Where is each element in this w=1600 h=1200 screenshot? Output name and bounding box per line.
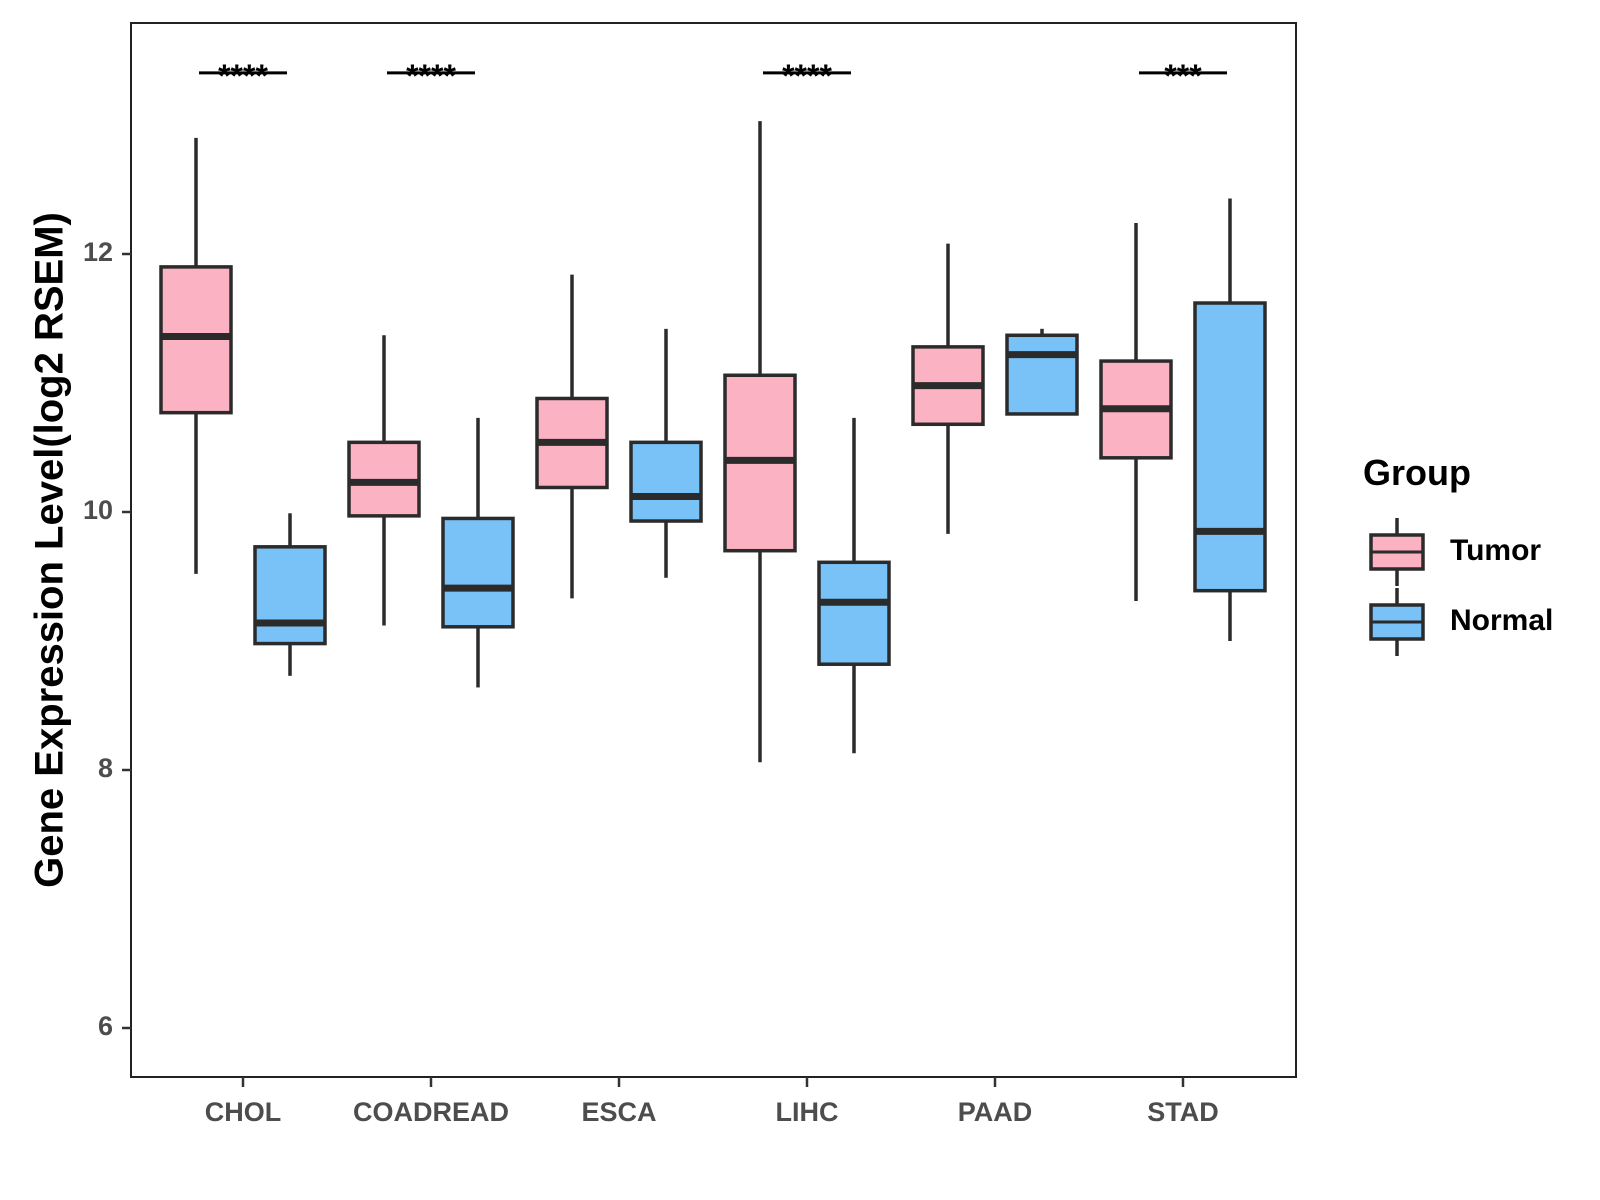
box-body-normal-esca xyxy=(629,440,703,523)
legend: Group Tumor Normal xyxy=(1363,452,1553,656)
y-tick-label-8: 8 xyxy=(98,753,113,783)
box-normal-stad xyxy=(1193,198,1267,641)
x-tick-label-esca: ESCA xyxy=(581,1097,656,1127)
x-axis: CHOL COADREAD ESCA LIHC PAAD STAD xyxy=(205,1077,1219,1127)
significance-lihc: **** xyxy=(763,58,851,94)
y-axis: 6 8 10 12 xyxy=(83,237,131,1041)
legend-label-normal: Normal xyxy=(1450,604,1553,637)
box-tumor-coadread xyxy=(347,335,421,626)
chart-marks: **** **** **** *** xyxy=(159,58,1267,763)
legend-entries: Tumor Normal xyxy=(1369,518,1553,656)
box-tumor-lihc xyxy=(723,121,797,763)
significance-coadread: **** xyxy=(387,58,475,94)
series-tumor xyxy=(159,121,1173,763)
box-body-normal-coadread xyxy=(441,516,515,629)
box-body-normal-stad xyxy=(1193,301,1267,593)
box-tumor-stad xyxy=(1099,223,1173,602)
legend-item-tumor: Tumor xyxy=(1369,518,1541,586)
x-tick-label-lihc: LIHC xyxy=(776,1097,839,1127)
legend-title: Group xyxy=(1363,452,1471,493)
box-normal-esca xyxy=(629,328,703,578)
y-tick-label-10: 10 xyxy=(83,495,113,525)
x-tick-label-stad: STAD xyxy=(1147,1097,1219,1127)
box-normal-paad xyxy=(1005,328,1079,416)
significance-label-stad: *** xyxy=(1164,58,1202,94)
series-normal xyxy=(253,198,1267,754)
x-tick-label-paad: PAAD xyxy=(958,1097,1033,1127)
y-tick-label-6: 6 xyxy=(98,1011,113,1041)
significance-chol: **** xyxy=(199,58,287,94)
x-tick-label-chol: CHOL xyxy=(205,1097,282,1127)
box-normal-chol xyxy=(253,513,327,676)
significance-stad: *** xyxy=(1139,58,1227,94)
legend-item-normal: Normal xyxy=(1369,588,1553,656)
x-tick-label-coadread: COADREAD xyxy=(353,1097,509,1127)
box-normal-lihc xyxy=(817,417,891,754)
box-body-normal-paad xyxy=(1005,333,1079,416)
box-body-normal-chol xyxy=(253,545,327,646)
box-tumor-esca xyxy=(535,274,609,599)
legend-label-tumor: Tumor xyxy=(1450,534,1541,567)
box-tumor-paad xyxy=(911,243,985,534)
box-normal-coadread xyxy=(441,417,515,688)
significance-label-lihc: **** xyxy=(782,58,832,94)
plot-panel-border xyxy=(130,22,1297,1078)
significance-label-chol: **** xyxy=(218,58,268,94)
significance-label-coadread: **** xyxy=(406,58,456,94)
y-tick-label-12: 12 xyxy=(83,237,113,267)
box-tumor-chol xyxy=(159,137,233,574)
box-body-normal-lihc xyxy=(817,560,891,666)
y-axis-title: Gene Expression Level(log2 RSEM) xyxy=(28,212,72,888)
